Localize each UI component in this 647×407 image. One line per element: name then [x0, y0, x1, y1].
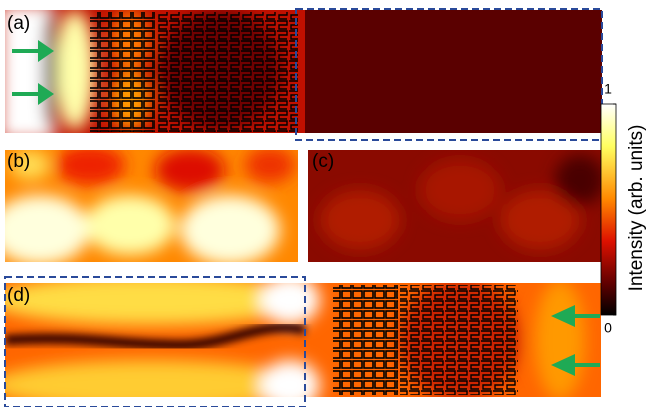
- panel-label: (b): [7, 151, 30, 172]
- panel-a: [0, 5, 602, 140]
- colorbar-tick-label: 1: [604, 81, 612, 97]
- panel-d: [0, 275, 601, 407]
- colorbar-title: Intensity (arb. units): [626, 125, 647, 292]
- panel-label: (d): [7, 285, 30, 306]
- panel-label: (c): [312, 151, 334, 172]
- panel-c: [308, 150, 605, 262]
- colorbar-tick-label: 0: [604, 320, 612, 336]
- panel-label: (a): [7, 13, 30, 34]
- panel-b: [0, 145, 298, 265]
- figure: (a) (b) (c): [0, 0, 647, 407]
- colorbar: [601, 104, 616, 315]
